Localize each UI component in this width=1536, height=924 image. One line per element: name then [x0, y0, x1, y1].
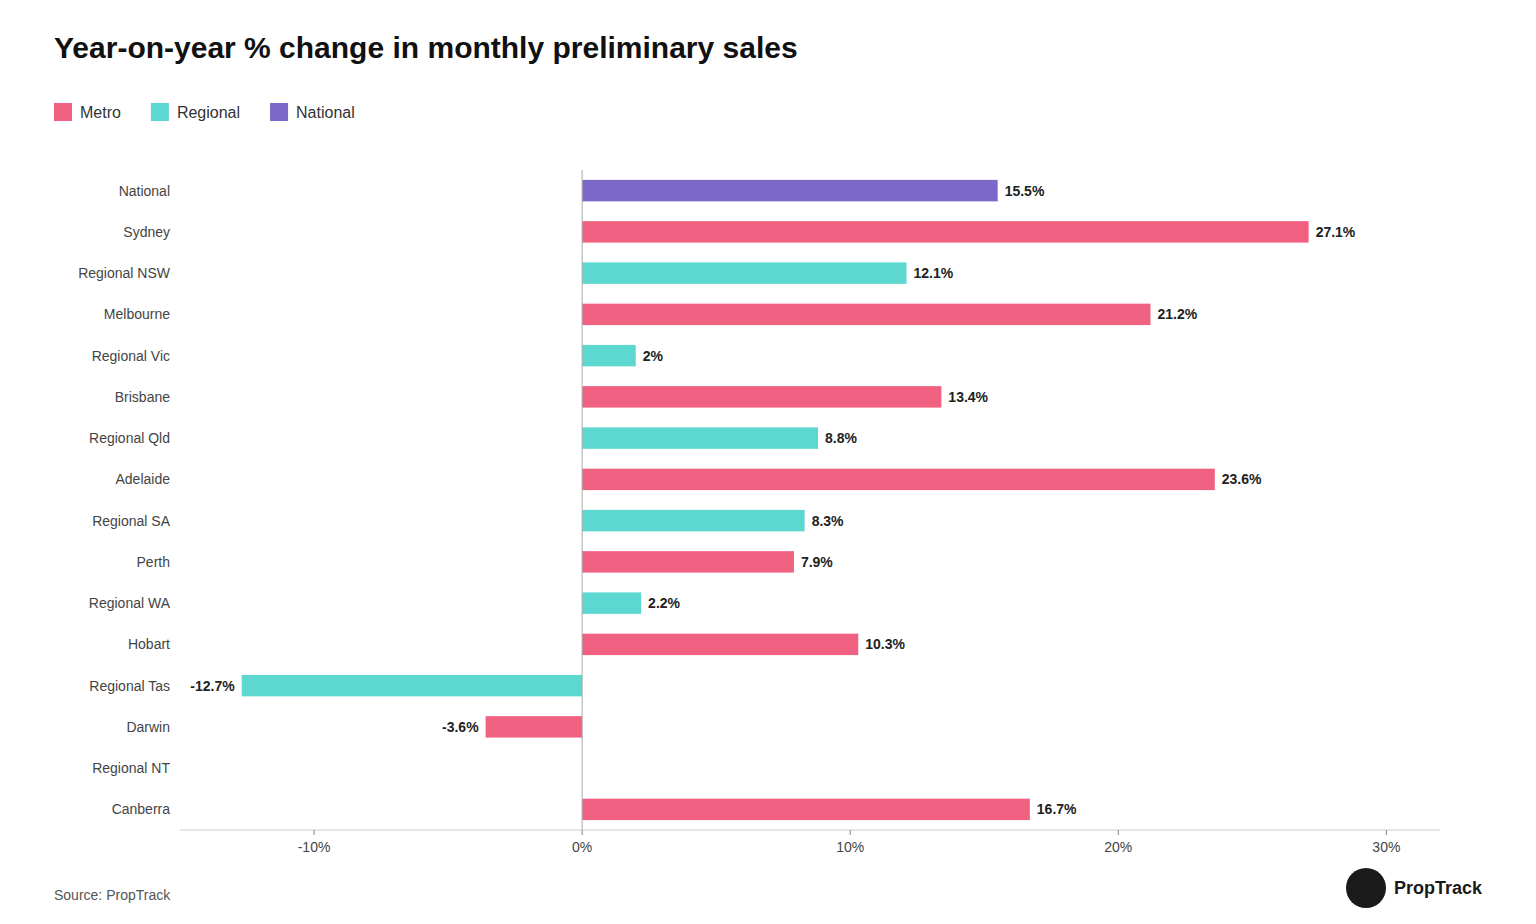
- bar: [582, 551, 794, 572]
- legend-label: Regional: [177, 104, 240, 121]
- data-label: 15.5%: [1005, 183, 1045, 199]
- data-label: 13.4%: [948, 389, 988, 405]
- data-labels: 16.7% -3.6% 10.3% 7.9% 23.6% 13.4% 21.2% 27.1% -…: [190, 183, 1356, 818]
- legend-swatch: [54, 103, 72, 121]
- x-tick: [1386, 830, 1387, 835]
- x-tick-label: 10%: [836, 839, 864, 855]
- y-tick-label: Sydney: [123, 224, 170, 240]
- bar: [582, 345, 636, 366]
- data-label: 12.1%: [914, 265, 954, 281]
- data-label: 8.8%: [825, 430, 857, 446]
- y-tick-label: Canberra: [112, 801, 171, 817]
- bar: [582, 592, 641, 613]
- y-tick-label: Melbourne: [104, 306, 170, 322]
- y-tick-label: Regional NSW: [78, 265, 171, 281]
- bars: [242, 180, 1309, 820]
- zero-line: [582, 170, 583, 830]
- logo-text: PropTrack: [1394, 878, 1483, 898]
- bar: [582, 799, 1030, 820]
- bar: [582, 634, 858, 655]
- bar: [582, 262, 906, 283]
- bar: [486, 716, 583, 737]
- bar: [582, 427, 818, 448]
- background: [0, 0, 1536, 924]
- x-tick: [1118, 830, 1119, 835]
- legend-label: National: [296, 104, 355, 121]
- data-label: 7.9%: [801, 554, 833, 570]
- data-label: -3.6%: [442, 719, 479, 735]
- data-label: 21.2%: [1157, 306, 1197, 322]
- x-tick-label: 20%: [1104, 839, 1132, 855]
- data-label: 23.6%: [1222, 471, 1262, 487]
- data-label: 2%: [643, 348, 664, 364]
- title: Year-on-year % change in monthly prelimi…: [54, 31, 798, 64]
- bar: [582, 510, 805, 531]
- x-axis-line: [180, 830, 1440, 831]
- x-tick-label: 0%: [572, 839, 592, 855]
- y-tick-label: Adelaide: [116, 471, 171, 487]
- data-label: 2.2%: [648, 595, 680, 611]
- y-tick-label: Regional SA: [92, 513, 170, 529]
- bar: [582, 469, 1215, 490]
- x-tick: [850, 830, 851, 835]
- legend-swatch: [151, 103, 169, 121]
- bar: [582, 304, 1150, 325]
- y-tick-label: Regional Vic: [92, 348, 170, 364]
- y-tick-label: Brisbane: [115, 389, 170, 405]
- y-tick-label: Darwin: [126, 719, 170, 735]
- chart: Year-on-year % change in monthly prelimi…: [0, 0, 1536, 924]
- y-tick-label: Regional Tas: [89, 678, 170, 694]
- x-tick-label: -10%: [298, 839, 331, 855]
- y-tick-label: Hobart: [128, 636, 170, 652]
- data-label: 8.3%: [812, 513, 844, 529]
- bar: [582, 221, 1309, 242]
- y-tick-label: National: [119, 183, 170, 199]
- legend-swatch: [270, 103, 288, 121]
- y-tick-label: Regional Qld: [89, 430, 170, 446]
- data-label: 16.7%: [1037, 801, 1077, 817]
- logo-icon: [1346, 868, 1386, 908]
- legend: Metro Regional National: [54, 103, 355, 121]
- source: Source: PropTrack: [54, 887, 171, 903]
- data-label: 27.1%: [1316, 224, 1356, 240]
- legend-label: Metro: [80, 104, 121, 121]
- y-tick-label: Regional WA: [89, 595, 171, 611]
- x-tick: [314, 830, 315, 835]
- bar: [582, 386, 941, 407]
- x-tick-label: 30%: [1372, 839, 1400, 855]
- y-tick-label: Perth: [137, 554, 170, 570]
- bar: [242, 675, 582, 696]
- y-tick-label: Regional NT: [92, 760, 170, 776]
- data-label: 10.3%: [865, 636, 905, 652]
- bar: [582, 180, 998, 201]
- data-label: -12.7%: [190, 678, 235, 694]
- x-tick: [582, 830, 583, 835]
